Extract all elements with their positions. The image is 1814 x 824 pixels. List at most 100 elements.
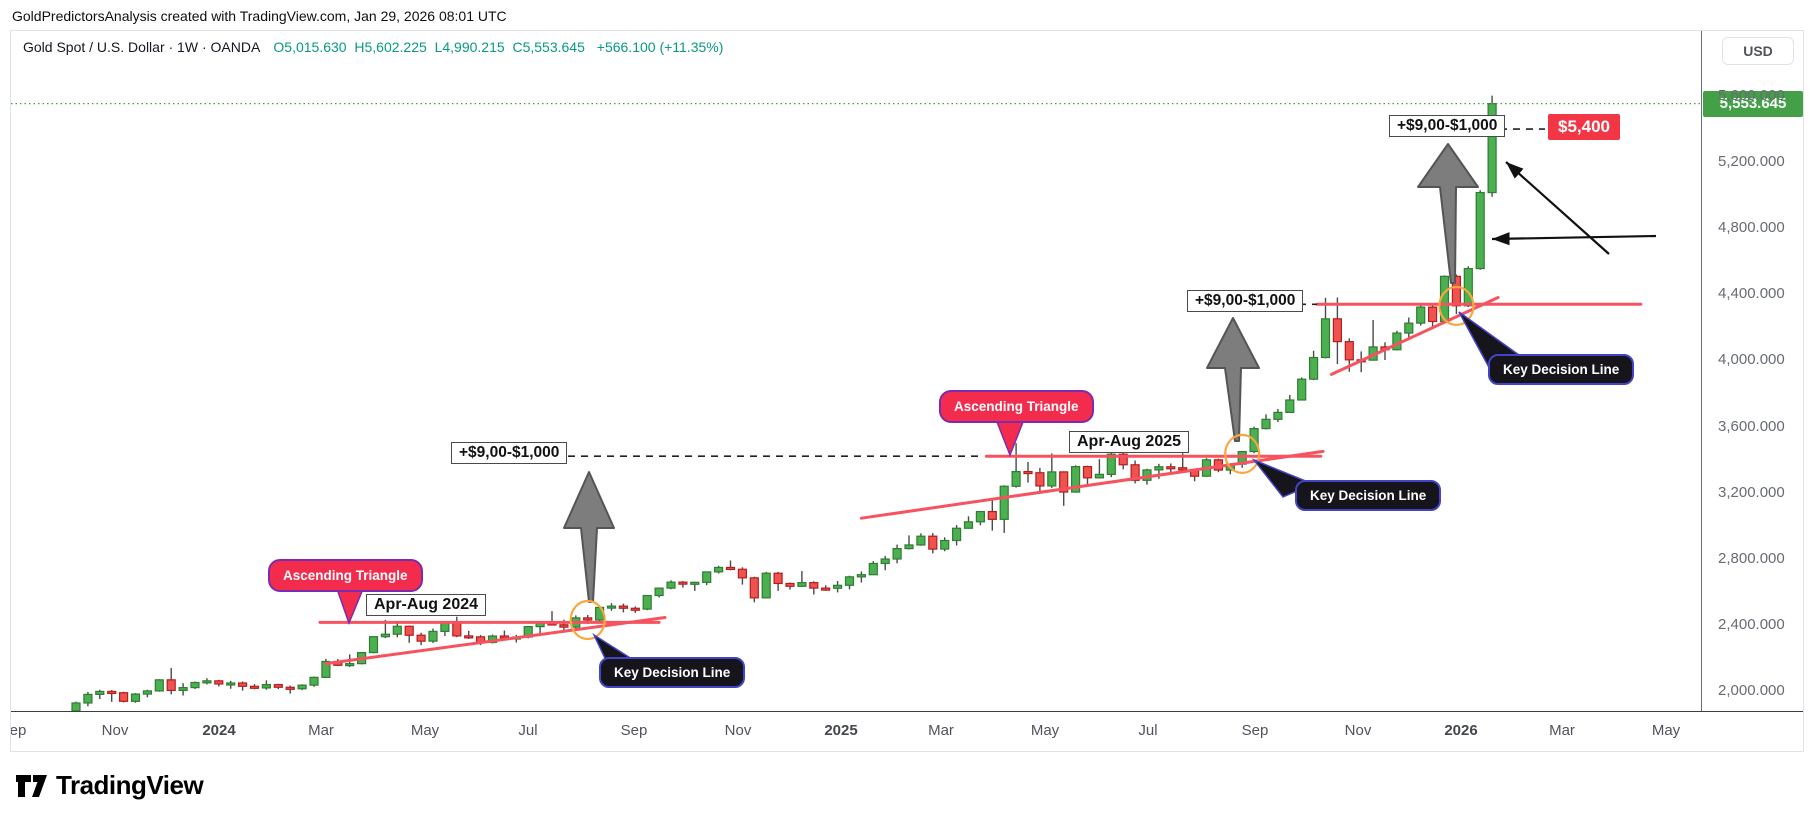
time-tick-label: Nov — [1344, 722, 1372, 739]
candle-down — [1130, 464, 1140, 481]
candle-down — [630, 607, 640, 611]
candle-up — [713, 566, 724, 573]
candle-up — [642, 594, 652, 610]
candle-down — [1059, 471, 1069, 493]
candle-up — [1475, 191, 1485, 270]
candle-up — [963, 521, 974, 529]
time-tick-label: May — [410, 722, 440, 739]
usd-button[interactable]: USD — [1722, 37, 1794, 65]
hand-arrow-icon[interactable] — [1505, 161, 1610, 255]
candle-down — [725, 566, 736, 571]
trendline-support-late-2025[interactable] — [1329, 296, 1500, 376]
time-tick-label: Mar — [928, 722, 954, 739]
time-tick-label: 2026 — [1444, 722, 1478, 739]
candle-up — [1297, 378, 1307, 401]
candle-up — [690, 581, 700, 585]
candle-up — [428, 630, 438, 642]
change-value: +566.100 (+11.35%) — [596, 39, 724, 55]
time-tick-label: Sep — [10, 722, 27, 739]
candle-down — [214, 680, 224, 685]
candle-down — [773, 572, 783, 585]
candle-up — [951, 527, 962, 542]
candle-up — [297, 684, 307, 690]
candle-up — [154, 679, 164, 692]
trendline-support-triangle-2024[interactable] — [324, 616, 667, 666]
measured-move-label-3[interactable]: +$9,00-$1,000 — [1389, 115, 1506, 137]
candle-up — [309, 676, 319, 686]
chart-card: Gold Spot / U.S. Dollar · 1W · OANDA O5,… — [10, 30, 1804, 752]
candle-up — [761, 572, 771, 599]
candle-up — [832, 584, 843, 589]
candle-up — [1285, 399, 1295, 413]
candle-up — [1070, 466, 1081, 493]
candle-down — [809, 582, 819, 589]
key-decision-badge-3[interactable]: Key Decision Line — [1488, 354, 1635, 385]
time-tick-label: Nov — [101, 722, 129, 739]
candle-down — [1178, 467, 1188, 471]
candle-up — [440, 621, 450, 633]
time-scale[interactable]: Sep Nov 2024 Mar May Jul Sep Nov 2025 Mar May Jul Se… — [10, 711, 1803, 751]
time-tick-label: May — [1651, 722, 1681, 739]
candle-up — [868, 562, 878, 576]
candle-up — [190, 681, 200, 689]
candle-up — [797, 582, 807, 587]
pattern-bubble-2025[interactable]: Ascending Triangle — [939, 390, 1094, 423]
symbol-legend[interactable]: Gold Spot / U.S. Dollar · 1W · OANDA O5,… — [23, 39, 723, 55]
price-scale[interactable]: USD 5,553.645 5,600.000 5,200.000 4,800.00… — [1701, 31, 1803, 711]
period-label-2024[interactable]: Apr-Aug 2024 — [366, 594, 487, 616]
candle-up — [380, 633, 390, 638]
breakout-circle-icon[interactable] — [1438, 285, 1475, 327]
measured-move-label-1[interactable]: +$9,00-$1,000 — [451, 442, 568, 464]
pattern-bubble-2024[interactable]: Ascending Triangle — [268, 559, 423, 592]
breakout-arrow-icon[interactable] — [563, 471, 615, 603]
candle-up — [226, 682, 236, 686]
trendline-support-triangle-2025[interactable] — [859, 449, 1325, 520]
breakout-circle-icon[interactable] — [1224, 433, 1261, 474]
candle-down — [618, 605, 629, 609]
breakout-arrow-icon[interactable] — [1417, 143, 1479, 284]
candle-down — [1118, 453, 1128, 466]
price-tick-label: 3,200.000 — [1718, 483, 1785, 501]
candle-up — [666, 581, 676, 589]
bubble-tail — [335, 588, 365, 626]
attribution-text: GoldPredictorsAnalysis created with Trad… — [12, 8, 507, 24]
price-tick-label: 2,400.000 — [1718, 615, 1785, 633]
tradingview-logo[interactable]: TradingView — [16, 770, 204, 801]
key-decision-badge-1[interactable]: Key Decision Line — [599, 657, 746, 688]
time-tick-label: May — [1030, 722, 1060, 739]
hand-arrow-icon[interactable] — [1491, 232, 1657, 246]
candle-down — [464, 635, 474, 639]
time-tick-label: Mar — [308, 722, 334, 739]
candle-up — [1047, 471, 1057, 487]
candle-up — [1320, 318, 1331, 359]
candle-up — [892, 547, 902, 560]
time-tick-label: Mar — [1549, 722, 1575, 739]
candle-down — [1344, 341, 1354, 361]
candle-up — [1106, 453, 1116, 475]
key-decision-badge-2[interactable]: Key Decision Line — [1295, 480, 1442, 511]
candle-up — [83, 693, 93, 704]
candle-down — [249, 685, 260, 689]
candle-up — [1416, 306, 1426, 324]
candle-up — [392, 625, 402, 635]
candle-down — [285, 686, 295, 690]
candle-up — [1308, 356, 1319, 380]
breakout-arrow-icon[interactable] — [1206, 317, 1260, 442]
candle-up — [368, 636, 379, 654]
breakout-circle-icon[interactable] — [569, 599, 606, 641]
price-target-badge[interactable]: $5,400 — [1548, 114, 1620, 140]
candle-down — [238, 682, 248, 687]
candle-up — [844, 576, 855, 586]
candle-down — [749, 577, 759, 599]
measured-move-label-2[interactable]: +$9,00-$1,000 — [1187, 290, 1304, 312]
candle-down — [737, 568, 748, 579]
candle-down — [821, 587, 831, 591]
candle-up — [1011, 470, 1021, 487]
price-tick-label: 5,600.000 — [1718, 87, 1785, 104]
period-label-2025[interactable]: Apr-Aug 2025 — [1069, 431, 1190, 453]
candle-down — [785, 582, 795, 587]
candle-down — [404, 625, 414, 636]
time-tick-label: 2024 — [202, 722, 236, 739]
candle-down — [1332, 318, 1343, 343]
